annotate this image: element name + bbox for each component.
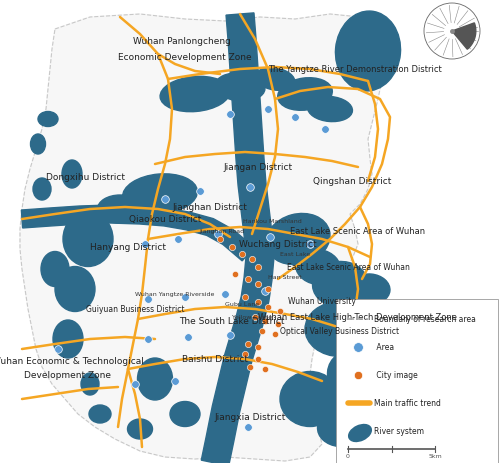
- Text: 0: 0: [346, 453, 350, 458]
- Text: Dongxihu District: Dongxihu District: [46, 173, 124, 182]
- Ellipse shape: [336, 12, 400, 92]
- Text: East Lake Scenic Area of Wuhan: East Lake Scenic Area of Wuhan: [286, 263, 410, 272]
- Ellipse shape: [122, 175, 198, 215]
- Ellipse shape: [278, 79, 332, 111]
- Ellipse shape: [312, 262, 368, 307]
- Text: Wuhan Panlongcheng: Wuhan Panlongcheng: [133, 38, 231, 46]
- Text: Development Zone: Development Zone: [24, 371, 112, 380]
- Ellipse shape: [53, 320, 83, 358]
- Ellipse shape: [350, 324, 400, 364]
- Text: Jianghan District: Jianghan District: [172, 203, 248, 212]
- Ellipse shape: [215, 74, 265, 102]
- Text: River system: River system: [374, 426, 424, 436]
- Ellipse shape: [98, 195, 142, 224]
- Text: Wuhan University: Wuhan University: [288, 297, 356, 306]
- Ellipse shape: [328, 349, 382, 399]
- Ellipse shape: [33, 179, 51, 200]
- Ellipse shape: [55, 267, 95, 312]
- Text: East Lake: East Lake: [280, 252, 310, 257]
- Text: Jianghan Road: Jianghan Road: [200, 229, 244, 234]
- Polygon shape: [20, 15, 390, 461]
- Ellipse shape: [30, 135, 46, 155]
- Text: Han Street: Han Street: [268, 275, 302, 280]
- Ellipse shape: [280, 372, 340, 426]
- Text: Qingshan District: Qingshan District: [313, 177, 391, 186]
- Text: Wuhan East Lake High-Tech Development Zone: Wuhan East Lake High-Tech Development Zo…: [258, 313, 458, 322]
- Ellipse shape: [38, 112, 58, 127]
- Ellipse shape: [138, 358, 172, 400]
- Text: Jiangxia District: Jiangxia District: [214, 413, 286, 422]
- Polygon shape: [202, 14, 274, 463]
- Text: Wuhan Economic & Technological: Wuhan Economic & Technological: [0, 357, 144, 366]
- Text: Jiangan District: Jiangan District: [224, 163, 292, 172]
- Text: Boundary of research area: Boundary of research area: [374, 315, 476, 324]
- Polygon shape: [22, 206, 254, 261]
- Text: City image: City image: [374, 371, 418, 380]
- Text: Wuhan Yangtze Riverside: Wuhan Yangtze Riverside: [136, 292, 214, 297]
- Text: Qiaokou District: Qiaokou District: [129, 215, 201, 224]
- Text: Main traffic trend: Main traffic trend: [374, 399, 441, 407]
- Text: Hankou Marshland: Hankou Marshland: [242, 219, 302, 224]
- Text: Hanyang District: Hanyang District: [90, 243, 166, 252]
- Ellipse shape: [266, 214, 330, 265]
- Text: The South Lake District: The South Lake District: [179, 317, 285, 326]
- Text: Optical Valley Business District: Optical Valley Business District: [280, 327, 400, 336]
- Ellipse shape: [89, 405, 111, 423]
- Text: 5km: 5km: [428, 453, 442, 458]
- Polygon shape: [452, 24, 476, 50]
- Ellipse shape: [160, 77, 230, 113]
- Ellipse shape: [255, 69, 295, 91]
- Ellipse shape: [62, 161, 82, 188]
- Text: Guiyuan Business District: Guiyuan Business District: [86, 305, 184, 314]
- Ellipse shape: [305, 302, 375, 357]
- Ellipse shape: [318, 412, 362, 447]
- Ellipse shape: [308, 97, 352, 122]
- Text: The Yangtze River Demonstration District: The Yangtze River Demonstration District: [268, 65, 442, 75]
- Text: Gubu Lane: Gubu Lane: [225, 302, 259, 307]
- Text: Economic Development Zone: Economic Development Zone: [118, 53, 252, 63]
- Ellipse shape: [170, 401, 200, 426]
- Text: Area: Area: [374, 343, 394, 352]
- Ellipse shape: [350, 275, 390, 304]
- Ellipse shape: [81, 373, 99, 395]
- Ellipse shape: [128, 419, 152, 439]
- Ellipse shape: [348, 425, 372, 442]
- Text: Baishu District: Baishu District: [182, 355, 248, 364]
- Text: East Lake Scenic Area of Wuhan: East Lake Scenic Area of Wuhan: [290, 227, 426, 236]
- Ellipse shape: [296, 250, 341, 285]
- Text: Yellow Crane: Yellow Crane: [232, 315, 272, 320]
- FancyBboxPatch shape: [336, 300, 498, 463]
- Ellipse shape: [63, 212, 113, 267]
- Text: Wuchang District: Wuchang District: [239, 240, 317, 249]
- Ellipse shape: [41, 252, 69, 287]
